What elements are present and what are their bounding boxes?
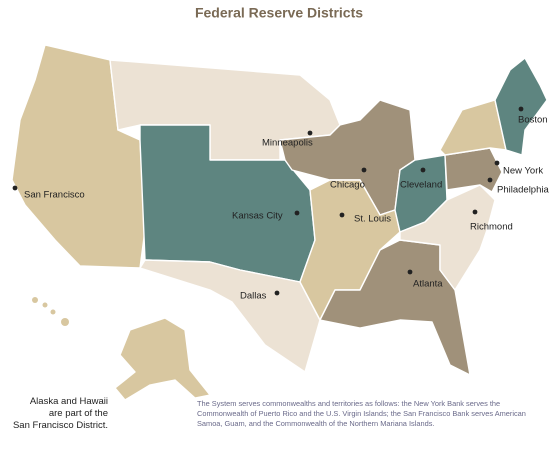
city-label: Philadelphia	[497, 185, 549, 196]
city-dot	[487, 177, 493, 183]
alaska-note: Alaska and Hawaii are part of the San Fr…	[10, 396, 108, 432]
city-dot	[307, 130, 313, 136]
note-line: Alaska and Hawaii	[29, 396, 108, 407]
city-dot	[294, 210, 300, 216]
district-minneapolis	[109, 59, 341, 161]
city-label: Kansas City	[232, 211, 283, 222]
city-label: Cleveland	[400, 180, 442, 191]
note-line: San Francisco District.	[12, 420, 108, 431]
city-label: Dallas	[240, 291, 267, 302]
alaska	[114, 317, 211, 401]
city-dot	[361, 167, 367, 173]
city-dot	[12, 185, 18, 191]
city-label: Atlanta	[413, 279, 443, 290]
city-dot	[407, 269, 413, 275]
city-label: Richmond	[470, 222, 513, 233]
territories-note: The System serves commonwealths and terr…	[197, 399, 526, 428]
city-label: Minneapolis	[262, 138, 313, 149]
district-dallas	[139, 259, 321, 373]
city-dot	[339, 212, 345, 218]
districts	[11, 44, 548, 401]
city-dot	[274, 290, 280, 296]
city-label: St. Louis	[354, 214, 391, 225]
district-philadelphia	[444, 147, 503, 193]
city-dot	[518, 106, 524, 112]
district-boston	[494, 57, 548, 156]
cities: San Francisco Minneapolis Kansas City Dalla…	[12, 106, 549, 302]
city-label: San Francisco	[24, 190, 85, 201]
note-line: are part of the	[48, 408, 108, 419]
hawaii	[32, 297, 69, 326]
city-dot	[420, 167, 426, 173]
city-dot	[494, 160, 500, 166]
city-dot	[472, 209, 478, 215]
district-richmond	[399, 184, 496, 291]
city-label: New York	[503, 166, 543, 177]
city-label: Chicago	[330, 180, 365, 191]
title: Federal Reserve Districts	[195, 5, 363, 21]
city-label: Boston	[518, 115, 548, 126]
